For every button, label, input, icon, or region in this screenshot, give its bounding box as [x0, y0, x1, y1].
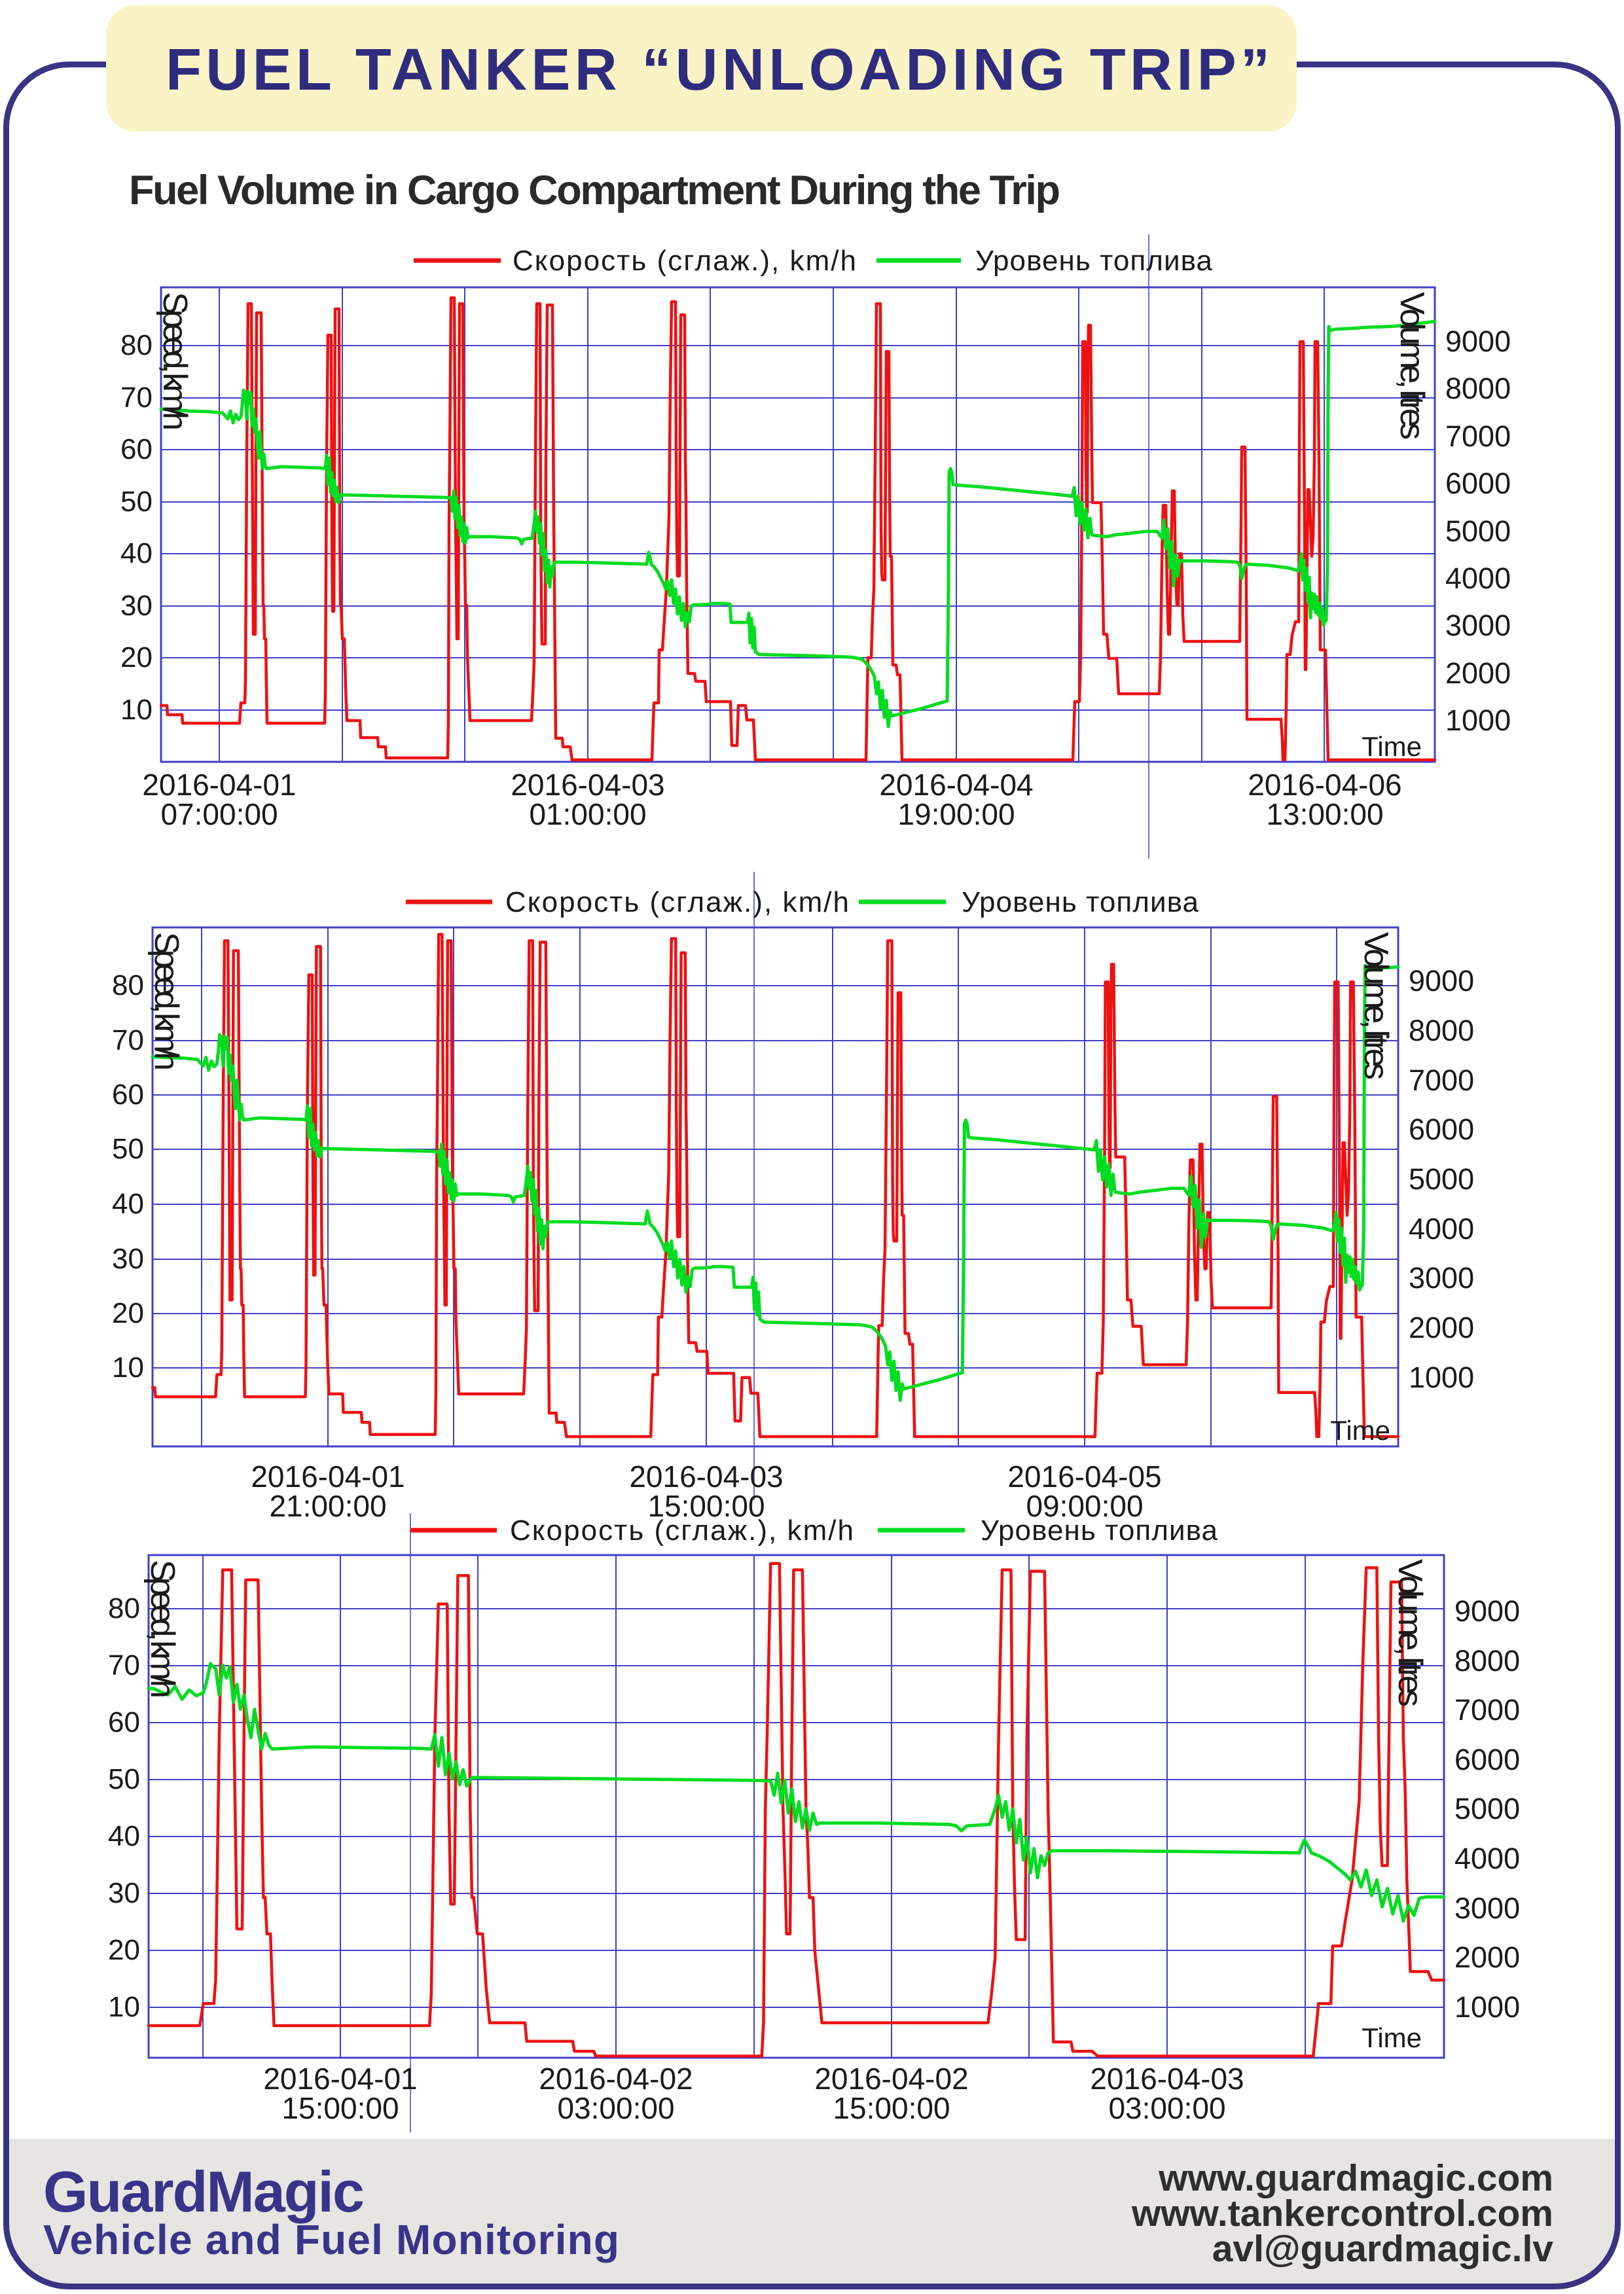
svg-text:80: 80: [120, 329, 153, 361]
svg-text:8000: 8000: [1445, 372, 1511, 405]
svg-text:2016-04-01: 2016-04-01: [263, 2062, 417, 2096]
svg-text:6000: 6000: [1409, 1113, 1474, 1146]
svg-text:30: 30: [112, 1243, 144, 1275]
svg-text:50: 50: [112, 1133, 144, 1165]
svg-text:9000: 9000: [1445, 325, 1511, 358]
svg-text:Fuel Volume in Cargo Compartme: Fuel Volume in Cargo Compartment During …: [129, 168, 1060, 213]
svg-text:2000: 2000: [1409, 1311, 1474, 1344]
svg-text:30: 30: [108, 1877, 140, 1909]
svg-text:Скорость (сглаж.), km/h: Скорость (сглаж.), km/h: [513, 245, 856, 277]
svg-text:2000: 2000: [1445, 656, 1511, 690]
svg-text:70: 70: [120, 382, 153, 414]
svg-text:20: 20: [108, 1934, 140, 1966]
svg-text:Скорость (сглаж.), km/h: Скорость (сглаж.), km/h: [505, 886, 849, 918]
svg-text:Volume, litres: Volume, litres: [1391, 1559, 1429, 1707]
svg-text:Speed, km/h: Speed, km/h: [156, 292, 194, 431]
svg-text:9000: 9000: [1454, 1594, 1520, 1628]
svg-text:10: 10: [108, 1991, 140, 2023]
svg-text:1000: 1000: [1409, 1361, 1474, 1394]
svg-text:2016-04-01: 2016-04-01: [251, 1460, 405, 1494]
svg-text:Volume, litres: Volume, litres: [1357, 932, 1395, 1080]
svg-text:40: 40: [120, 537, 153, 569]
svg-text:15:00:00: 15:00:00: [281, 2091, 399, 2125]
svg-text:01:00:00: 01:00:00: [529, 797, 646, 831]
svg-text:19:00:00: 19:00:00: [897, 797, 1015, 831]
svg-text:3000: 3000: [1445, 609, 1511, 642]
svg-text:Time: Time: [1330, 1415, 1390, 1446]
svg-text:5000: 5000: [1454, 1792, 1520, 1825]
svg-text:60: 60: [120, 433, 153, 465]
svg-text:4000: 4000: [1409, 1212, 1474, 1246]
svg-text:03:00:00: 03:00:00: [557, 2091, 674, 2125]
svg-text:Уровень топлива: Уровень топлива: [962, 886, 1199, 918]
svg-text:80: 80: [112, 969, 144, 1001]
svg-text:Уровень топлива: Уровень топлива: [975, 245, 1213, 277]
svg-text:10: 10: [120, 694, 153, 726]
svg-text:1000: 1000: [1454, 1990, 1520, 2024]
svg-text:Vehicle and Fuel Monitoring: Vehicle and Fuel Monitoring: [43, 2216, 619, 2263]
svg-text:10: 10: [112, 1352, 144, 1384]
svg-text:2016-04-02: 2016-04-02: [539, 2062, 693, 2096]
svg-text:09:00:00: 09:00:00: [1026, 1489, 1143, 1523]
svg-text:Volume, litres: Volume, litres: [1393, 292, 1431, 440]
svg-text:4000: 4000: [1445, 562, 1511, 595]
svg-text:30: 30: [120, 590, 153, 622]
svg-text:07:00:00: 07:00:00: [160, 797, 278, 831]
svg-text:2016-04-01: 2016-04-01: [142, 768, 296, 802]
svg-text:1000: 1000: [1445, 704, 1511, 737]
svg-text:2016-04-02: 2016-04-02: [814, 2062, 968, 2096]
svg-text:avl@guardmagic.lv: avl@guardmagic.lv: [1212, 2228, 1554, 2270]
svg-text:Time: Time: [1362, 731, 1422, 762]
svg-text:8000: 8000: [1409, 1014, 1474, 1047]
svg-text:70: 70: [112, 1024, 144, 1056]
svg-text:13:00:00: 13:00:00: [1266, 797, 1383, 831]
svg-text:3000: 3000: [1409, 1261, 1474, 1295]
svg-text:5000: 5000: [1445, 514, 1511, 548]
svg-text:2016-04-03: 2016-04-03: [511, 768, 664, 802]
svg-text:15:00:00: 15:00:00: [647, 1489, 765, 1523]
svg-text:40: 40: [108, 1820, 140, 1852]
svg-text:Скорость (сглаж.), km/h: Скорость (сглаж.), km/h: [510, 1514, 854, 1547]
svg-text:6000: 6000: [1454, 1743, 1520, 1776]
svg-text:7000: 7000: [1454, 1693, 1520, 1727]
svg-text:15:00:00: 15:00:00: [833, 2091, 950, 2125]
svg-text:21:00:00: 21:00:00: [269, 1489, 386, 1523]
svg-text:Speed, km/h: Speed, km/h: [143, 1560, 181, 1698]
svg-text:www.guardmagic.com: www.guardmagic.com: [1158, 2157, 1553, 2199]
svg-text:www.tankercontrol.com: www.tankercontrol.com: [1131, 2193, 1553, 2234]
svg-text:40: 40: [112, 1188, 144, 1220]
svg-text:70: 70: [108, 1649, 140, 1681]
svg-text:2000: 2000: [1454, 1941, 1520, 1974]
svg-text:50: 50: [120, 486, 153, 518]
svg-text:2016-04-04: 2016-04-04: [879, 768, 1033, 802]
svg-text:2016-04-06: 2016-04-06: [1248, 768, 1401, 802]
svg-text:6000: 6000: [1445, 467, 1511, 500]
svg-text:2016-04-03: 2016-04-03: [1090, 2062, 1244, 2096]
svg-text:80: 80: [108, 1592, 140, 1624]
svg-text:Time: Time: [1362, 2022, 1422, 2053]
svg-text:60: 60: [112, 1079, 144, 1111]
svg-text:2016-04-05: 2016-04-05: [1007, 1460, 1161, 1494]
svg-text:7000: 7000: [1409, 1064, 1474, 1097]
svg-text:2016-04-03: 2016-04-03: [629, 1460, 783, 1494]
svg-text:5000: 5000: [1409, 1162, 1474, 1196]
svg-text:20: 20: [120, 641, 153, 673]
svg-text:3000: 3000: [1454, 1891, 1520, 1925]
svg-text:60: 60: [108, 1706, 140, 1738]
svg-text:7000: 7000: [1445, 420, 1511, 453]
svg-text:03:00:00: 03:00:00: [1108, 2091, 1225, 2125]
svg-text:4000: 4000: [1454, 1842, 1520, 1875]
svg-text:Уровень топлива: Уровень топлива: [981, 1514, 1218, 1547]
svg-text:9000: 9000: [1409, 964, 1474, 997]
svg-text:8000: 8000: [1454, 1644, 1520, 1677]
svg-text:GuardMagic: GuardMagic: [43, 2159, 365, 2224]
svg-text:20: 20: [112, 1297, 144, 1329]
svg-text:50: 50: [108, 1763, 140, 1795]
svg-text:Speed, km/h: Speed, km/h: [147, 932, 185, 1071]
